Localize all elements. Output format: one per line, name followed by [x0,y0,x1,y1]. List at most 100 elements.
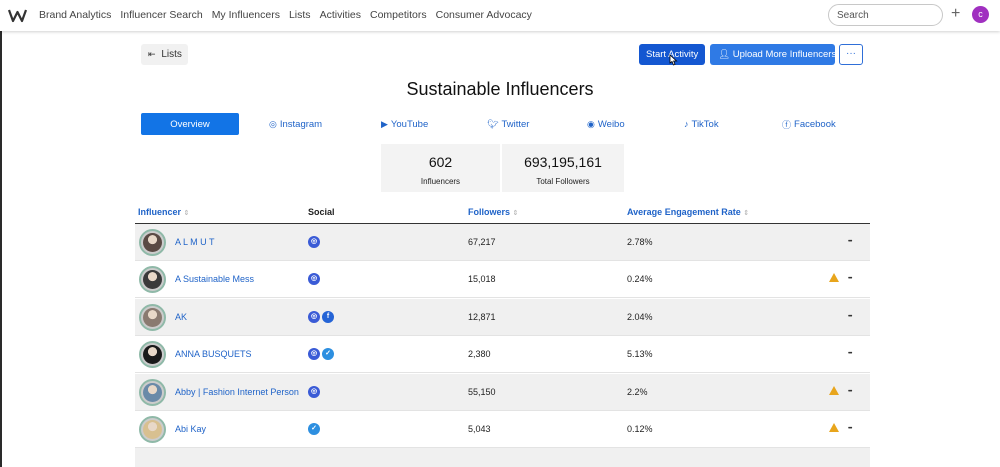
tab-label: Facebook [794,118,836,130]
window-edge [0,31,2,467]
nav-item-influencer-search[interactable]: Influencer Search [120,9,203,21]
tiktok-icon: ♪ [684,119,689,129]
avatar[interactable] [139,229,166,256]
influencer-name-link[interactable]: Abi Kay [175,424,207,434]
row-menu-icon[interactable]: ••• [848,351,852,358]
table-row[interactable]: A L M U T ◎ 67,217 2.78% ••• [135,224,870,261]
nav-item-competitors[interactable]: Competitors [370,9,427,21]
nav-item-consumer-advocacy[interactable]: Consumer Advocacy [435,9,532,21]
social-icons: ◎ ✓ [308,348,334,361]
back-label: Lists [161,49,182,60]
stat-influencers-value: 602 [428,154,453,170]
tab-weibo[interactable]: ◉ Weibo [587,113,625,135]
app-logo[interactable] [8,8,27,23]
sort-icon: ⇕ [512,210,519,217]
weibo-icon: ◉ [587,118,595,129]
followers-value: 55,150 [468,386,496,397]
row-menu-icon[interactable]: ••• [848,239,852,245]
table-row[interactable]: ANNA BUSQUETS ◎ ✓ 2,380 5.13% ••• [135,336,870,374]
social-icons: ◎ f [308,310,334,323]
engagement-rate-value: 2.78% [627,237,653,247]
instagram-icon[interactable]: ◎ [308,348,320,361]
tab-tiktok[interactable]: ♪ TikTok [684,113,719,135]
avatar[interactable] [139,378,166,406]
influencer-name-link[interactable]: ANNA BUSQUETS [175,349,252,360]
engagement-rate-value: 0.12% [627,424,653,434]
tab-label: TikTok [691,118,719,130]
row-menu-icon[interactable]: ••• [848,426,852,432]
table-row[interactable]: AK ◎ f 12,871 2.04% ••• [135,298,870,336]
instagram-icon[interactable]: ◎ [308,236,320,248]
column-influencer[interactable]: Influencer ⇕ [138,207,189,217]
sort-icon: ⇕ [183,210,190,217]
back-to-lists-button[interactable]: ⇤ Lists [141,44,188,65]
nav-item-my-influencers[interactable]: My Influencers [211,9,280,21]
influencer-name-link[interactable]: Abby | Fashion Internet Person [175,386,299,397]
twitter-icon[interactable]: ✓ [308,423,320,435]
main-nav: Brand Analytics Influencer Search My Influ… [39,9,541,21]
tab-label: Overview [170,118,210,130]
avatar-image [143,382,162,402]
instagram-icon[interactable]: ◎ [308,385,320,398]
table-header: Influencer ⇕ Social Followers ⇕ Average … [135,204,870,224]
upload-more-influencers-button[interactable]: 👤︎ Upload More Influencers [710,44,836,65]
top-navbar: Brand Analytics Influencer Search My Influ… [0,0,1000,31]
table-row[interactable]: A Sustainable Mess ◎ 15,018 0.24% ••• [135,261,870,299]
warning-icon[interactable] [829,273,839,283]
row-menu-icon[interactable]: ••• [848,388,852,395]
twitter-icon: 🐦︎ [487,118,499,129]
plus-icon[interactable]: + [951,5,961,22]
tab-label: YouTube [390,118,429,130]
avatar[interactable] [139,341,166,369]
column-engagement-rate-label: Average Engagement Rate [627,207,741,217]
tab-twitter[interactable]: 🐦︎ Twitter [487,113,529,135]
column-followers[interactable]: Followers ⇕ [468,207,518,217]
more-options-button[interactable]: ··· [839,44,863,65]
influencer-name-link[interactable]: A Sustainable Mess [175,274,255,285]
instagram-icon[interactable]: ◎ [308,310,320,323]
instagram-icon[interactable]: ◎ [308,273,320,286]
stat-influencers: 602 Influencers [381,144,500,192]
avatar[interactable] [139,303,166,331]
followers-value: 5,043 [468,424,491,434]
nav-item-brand-analytics[interactable]: Brand Analytics [39,9,112,21]
nav-item-lists[interactable]: Lists [288,9,311,21]
row-menu-icon[interactable]: ••• [848,276,852,283]
sort-icon: ⇕ [743,210,750,217]
twitter-icon[interactable]: ✓ [322,348,334,361]
column-engagement-rate[interactable]: Average Engagement Rate ⇕ [627,207,749,217]
column-followers-label: Followers [468,207,511,217]
nav-item-activities[interactable]: Activities [319,9,361,21]
table-row[interactable]: Abi Kay ✓ 5,043 0.12% ••• [135,411,870,448]
influencer-name-link[interactable]: AK [175,311,188,322]
avatar[interactable] [139,266,166,294]
column-influencer-label: Influencer [138,207,182,217]
row-menu-icon[interactable]: ••• [848,313,852,320]
tab-facebook[interactable]: ⓕ Facebook [782,113,836,135]
search-input[interactable]: Search [828,4,943,26]
followers-value: 15,018 [468,274,496,285]
tab-label: Instagram [279,118,323,130]
table-row[interactable]: Abby | Fashion Internet Person ◎ 55,150 2.2… [135,373,870,411]
user-avatar[interactable]: c [972,6,989,23]
social-icons: ◎ [308,385,320,398]
add-user-icon: 👤︎ [718,49,731,60]
influencer-name-link[interactable]: A L M U T [175,237,215,247]
tab-instagram[interactable]: ◎ Instagram [269,113,322,135]
mouse-cursor-icon [669,54,678,66]
stat-total-followers: 693,195,161 Total Followers [502,144,624,192]
social-icons: ◎ [308,273,320,286]
warning-icon[interactable] [829,385,839,395]
engagement-rate-value: 0.24% [627,274,653,285]
facebook-icon: ⓕ [782,119,792,130]
tab-label: Weibo [597,118,625,130]
tab-youtube[interactable]: ▶ YouTube [381,113,428,135]
avatar[interactable] [139,416,166,443]
engagement-rate-value: 5.13% [627,349,653,360]
tab-overview[interactable]: Overview [141,113,239,135]
stat-influencers-label: Influencers [420,177,461,186]
start-activity-button[interactable]: Start Activity [639,44,705,65]
warning-icon[interactable] [829,423,839,432]
avatar-image [143,307,162,327]
facebook-icon[interactable]: f [322,310,334,323]
